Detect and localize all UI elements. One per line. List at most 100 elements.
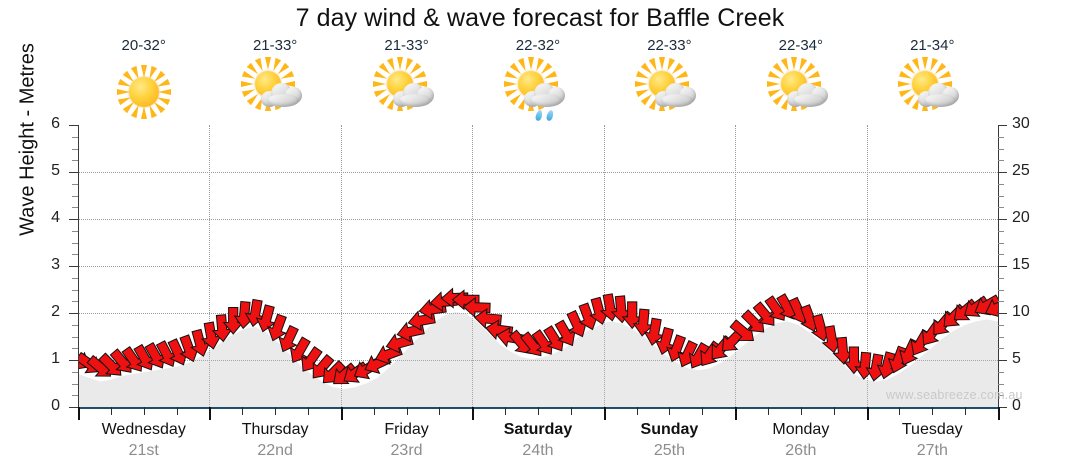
x-tick-minor <box>669 407 671 415</box>
y-tick-left <box>69 125 78 126</box>
plot-area <box>78 125 998 407</box>
x-tick-minor <box>176 407 178 415</box>
wind-direction-arrow <box>531 329 554 355</box>
y-tick-minor-left <box>72 383 78 385</box>
x-tick-major <box>340 407 343 420</box>
y-axis-title-left: Wave Height - Metres <box>16 43 39 236</box>
y-tick-label-left: 4 <box>51 209 60 226</box>
y-tick-minor-left <box>72 301 78 303</box>
temperature-range: 21-34° <box>910 37 955 54</box>
wind-direction-arrow <box>144 341 166 369</box>
y-tick-label-right: 25 <box>1012 162 1030 179</box>
x-tick-minor <box>932 407 934 415</box>
day-header: 22-32° <box>472 38 603 126</box>
wind-direction-arrow <box>211 314 233 343</box>
x-tick-minor <box>373 407 375 415</box>
y-tick-label-right: 5 <box>1012 350 1021 367</box>
y-tick-minor-right <box>998 371 1004 373</box>
y-tick-left <box>69 407 78 408</box>
day-name: Tuesday <box>901 421 963 438</box>
day-date: 25th <box>653 442 685 459</box>
x-axis-day-label: Sunday 25th <box>604 420 735 462</box>
showers-icon <box>503 57 570 122</box>
y-tick-minor-left <box>72 254 78 256</box>
y-tick-minor-left <box>72 371 78 373</box>
x-tick-minor <box>702 407 704 415</box>
wind-direction-arrow <box>155 340 177 368</box>
x-tick-major <box>78 407 80 420</box>
day-header: 21-33° <box>341 38 472 126</box>
day-name: Friday <box>384 421 429 438</box>
sun-icon <box>128 77 159 107</box>
y-tick-minor-right <box>998 242 1004 244</box>
temperature-range: 20-32° <box>121 37 166 54</box>
x-tick-minor <box>570 407 572 415</box>
cloud-icon <box>786 82 831 108</box>
day-name: Thursday <box>241 421 309 438</box>
wind-direction-arrow <box>98 352 122 376</box>
y-tick-minor-right <box>998 207 1004 209</box>
y-tick-right <box>998 360 1007 361</box>
y-tick-right <box>998 266 1007 267</box>
wind-direction-arrow <box>543 325 565 352</box>
y-tick-minor-right <box>998 148 1004 150</box>
x-axis-day-label: Friday 23rd <box>341 420 472 462</box>
y-tick-minor-left <box>72 348 78 350</box>
cloud-icon <box>261 82 305 108</box>
y-tick-minor-right <box>998 195 1004 197</box>
profile-shadow <box>78 312 998 407</box>
y-tick-minor-left <box>72 277 78 279</box>
wind-direction-arrow <box>133 343 155 371</box>
y-tick-label-left: 5 <box>51 162 60 179</box>
wind-direction-arrow <box>278 324 299 353</box>
x-tick-minor <box>833 407 835 415</box>
y-tick-minor-left <box>72 336 78 338</box>
y-tick-right <box>998 172 1007 173</box>
x-tick-minor <box>143 407 145 415</box>
gridline-v-day-boundary <box>866 125 868 407</box>
y-tick-label-right: 15 <box>1012 256 1030 273</box>
x-tick-major <box>472 407 475 420</box>
x-tick-minor <box>110 407 112 415</box>
x-tick-major <box>866 407 869 420</box>
temperature-range: 22-32° <box>515 37 561 54</box>
y-tick-minor-right <box>998 289 1004 291</box>
day-date: 21st <box>128 442 159 459</box>
cloud-icon <box>918 82 962 108</box>
temperature-range: 21-33° <box>384 37 429 54</box>
y-tick-minor-right <box>998 183 1004 185</box>
y-tick-label-left: 1 <box>51 350 60 367</box>
wind-direction-arrow <box>621 301 643 330</box>
gridline-h <box>78 360 998 361</box>
day-name: Monday <box>772 421 830 438</box>
y-tick-label-right: 0 <box>1012 397 1021 414</box>
day-header: 22-33° <box>604 38 735 126</box>
x-tick-minor <box>505 407 507 415</box>
partly-cloudy-icon <box>635 57 701 122</box>
day-date: 24th <box>522 442 554 459</box>
day-header: 20-32° <box>78 38 209 126</box>
wind-direction-arrow <box>200 321 222 350</box>
y-tick-minor-right <box>998 324 1004 326</box>
gridline-h <box>78 313 998 314</box>
wind-direction-arrow <box>267 313 287 342</box>
day-name: Saturday <box>503 421 573 438</box>
day-date: 27th <box>916 442 948 459</box>
sunny-icon <box>112 60 176 122</box>
day-date: 23rd <box>390 442 423 459</box>
day-name: Sunday <box>640 421 699 438</box>
wind-direction-arrow <box>740 309 765 333</box>
x-axis-day-label: Monday 26th <box>735 420 866 462</box>
y-tick-label-right: 10 <box>1012 303 1030 320</box>
partly-cloudy-icon <box>898 57 964 122</box>
day-date: 22nd <box>257 442 293 459</box>
wind-direction-arrow <box>451 289 480 311</box>
cloud-icon <box>523 82 568 108</box>
x-tick-minor <box>899 407 901 415</box>
x-tick-major <box>209 407 212 420</box>
y-tick-minor-left <box>72 324 78 326</box>
x-tick-minor <box>768 407 769 415</box>
y-tick-minor-left <box>72 395 78 397</box>
x-tick-major <box>735 407 738 420</box>
wind-direction-arrow <box>729 319 755 341</box>
